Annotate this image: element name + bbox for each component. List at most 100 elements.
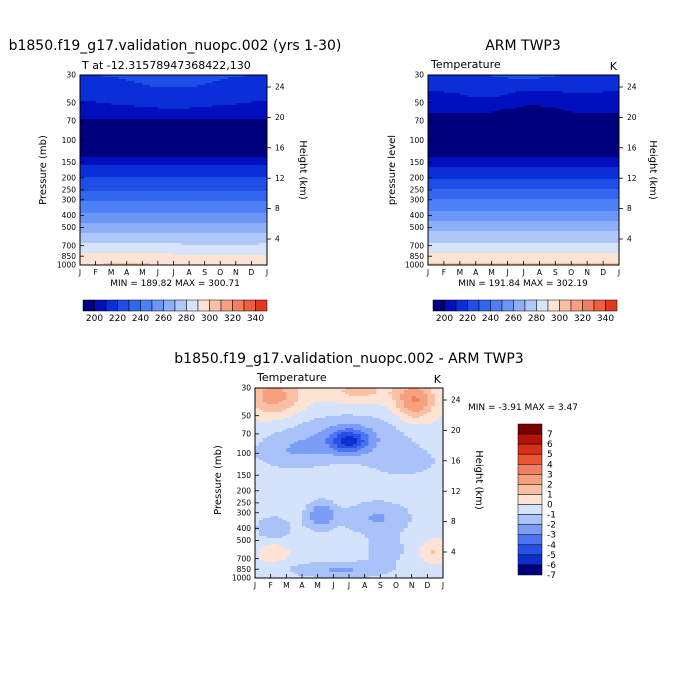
contour-cell xyxy=(196,257,206,260)
contour-cell xyxy=(611,87,619,90)
contour-cell xyxy=(282,388,287,391)
contour-cell xyxy=(507,135,517,138)
contour-cell xyxy=(118,235,128,238)
contour-cell xyxy=(173,93,182,96)
contour-cell xyxy=(87,167,97,170)
contour-cell xyxy=(435,259,445,262)
contour-cell xyxy=(255,388,260,391)
contour-cell xyxy=(243,241,253,244)
contour-cell xyxy=(111,201,120,204)
contour-cell xyxy=(157,121,167,124)
contour-cell xyxy=(111,115,120,118)
contour-cell xyxy=(491,255,501,258)
contour-cell xyxy=(212,165,221,168)
contour-cell xyxy=(126,105,136,108)
contour-cell xyxy=(212,209,221,212)
pressure-tick-label: 700 xyxy=(62,241,77,250)
contour-cell xyxy=(459,217,469,220)
contour-cell xyxy=(321,388,327,391)
contour-cell xyxy=(165,161,175,164)
contour-cell xyxy=(571,177,580,180)
contour-cell xyxy=(611,169,619,172)
contour-cell xyxy=(467,85,477,88)
contour-cell xyxy=(491,193,501,196)
contour-cell xyxy=(251,115,260,118)
contour-cell xyxy=(443,255,453,258)
contour-cell xyxy=(228,193,237,196)
contour-cell xyxy=(579,109,588,112)
contour-cell xyxy=(142,125,151,128)
contour-cell xyxy=(196,197,206,200)
contour-cell xyxy=(483,131,493,134)
pressure-tick-label: 850 xyxy=(410,252,425,261)
contour-cell xyxy=(165,101,175,104)
contour-cell xyxy=(251,153,260,156)
contour-cell xyxy=(563,245,572,248)
contour-cell xyxy=(611,167,619,170)
contour-cell xyxy=(531,227,541,230)
contour-cell xyxy=(95,215,104,218)
contour-cell xyxy=(103,79,112,82)
colorbar-swatch xyxy=(94,299,107,312)
contour-cell xyxy=(555,141,564,144)
contour-cell xyxy=(467,137,477,140)
contour-cell xyxy=(499,147,509,150)
contour-cell xyxy=(587,145,596,148)
contour-cell xyxy=(459,245,469,248)
contour-cell xyxy=(103,159,112,162)
contour-cell xyxy=(220,87,229,90)
contour-cell xyxy=(475,227,485,230)
contour-cell xyxy=(181,191,190,194)
contour-cell xyxy=(220,201,229,204)
contour-cell xyxy=(595,159,604,162)
contour-cell xyxy=(212,255,221,258)
contour-cell xyxy=(95,151,104,154)
contour-cell xyxy=(611,157,619,160)
contour-cell xyxy=(595,127,604,130)
contour-cell xyxy=(212,141,221,144)
contour-cell xyxy=(126,133,136,136)
contour-cell xyxy=(467,125,477,128)
contour-cell xyxy=(220,149,229,152)
contour-cell xyxy=(443,107,453,110)
contour-cell xyxy=(134,151,143,154)
contour-cell xyxy=(483,227,493,230)
contour-cell xyxy=(563,261,572,264)
contour-cell xyxy=(435,223,445,226)
contour-cell xyxy=(579,203,588,206)
contour-cell xyxy=(547,129,556,132)
contour-cell xyxy=(539,231,548,234)
contour-cell xyxy=(507,121,517,124)
contour-cell xyxy=(475,171,485,174)
contour-cell xyxy=(467,233,477,236)
contour-cell xyxy=(181,113,190,116)
contour-cell xyxy=(173,199,182,202)
contour-cell xyxy=(251,157,260,160)
contour-cell xyxy=(243,75,253,78)
contour-cell xyxy=(220,215,229,218)
contour-cell xyxy=(243,203,253,206)
contour-cell xyxy=(467,119,477,122)
contour-cell xyxy=(150,243,159,246)
contour-cell xyxy=(531,83,541,86)
contour-cell xyxy=(329,394,334,397)
contour-cell xyxy=(547,143,556,146)
contour-cell xyxy=(134,223,143,226)
contour-cell xyxy=(611,257,619,260)
contour-cell xyxy=(181,85,190,88)
contour-cell xyxy=(259,133,267,136)
contour-cell xyxy=(80,153,89,156)
contour-cell xyxy=(523,99,533,102)
contour-cell xyxy=(103,209,112,212)
contour-cell xyxy=(435,181,445,184)
contour-cell xyxy=(150,155,159,158)
contour-cell xyxy=(499,233,509,236)
contour-cell xyxy=(467,87,477,90)
contour-cell xyxy=(220,205,229,208)
contour-cell xyxy=(523,185,533,188)
height-tick-label: 20 xyxy=(275,113,285,122)
contour-cell xyxy=(204,239,214,242)
contour-cell xyxy=(595,89,604,92)
contour-cell xyxy=(539,219,548,222)
contour-cell xyxy=(563,153,572,156)
